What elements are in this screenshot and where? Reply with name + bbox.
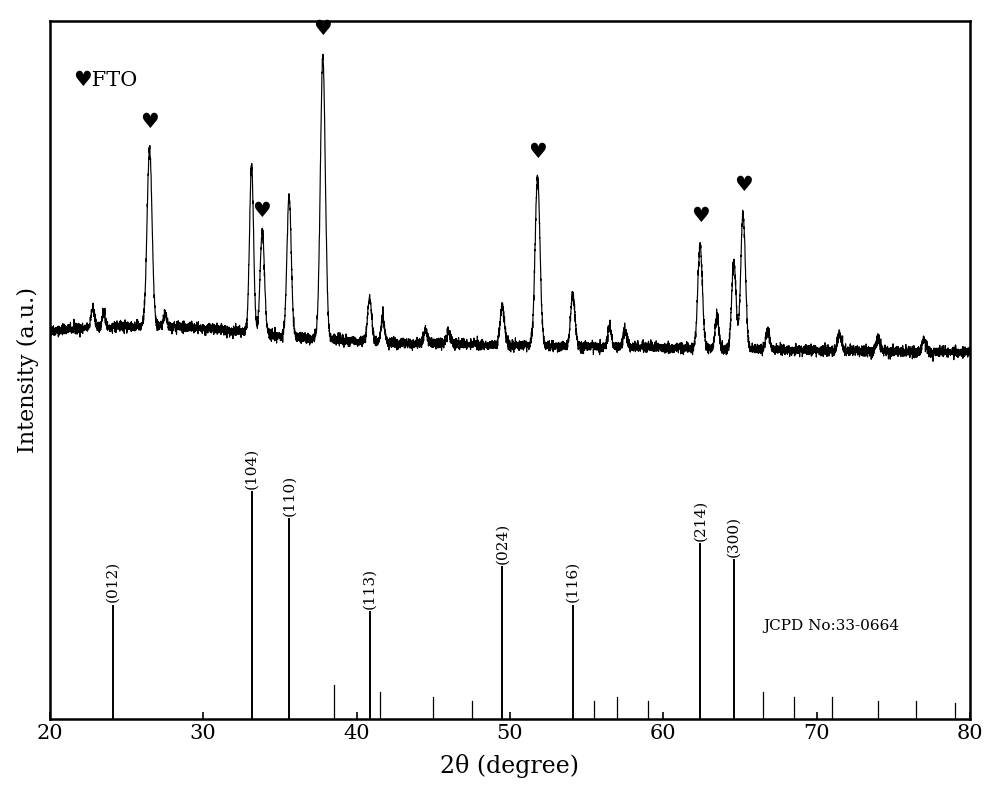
Text: (214): (214) [693,499,707,541]
Text: (104): (104) [245,448,259,489]
Text: ♥: ♥ [140,112,159,132]
Text: ♥: ♥ [691,206,709,226]
Text: (110): (110) [282,475,296,516]
Text: (300): (300) [727,516,741,556]
Text: (113): (113) [363,568,377,609]
X-axis label: 2θ (degree): 2θ (degree) [440,754,579,778]
Y-axis label: Intensity (a.u.): Intensity (a.u.) [17,287,39,453]
Text: (024): (024) [495,522,509,564]
Text: ♥: ♥ [528,142,547,162]
Text: ♥: ♥ [313,19,332,39]
Text: ♥FTO: ♥FTO [73,71,137,90]
Text: JCPD No:33-0664: JCPD No:33-0664 [763,619,899,634]
Text: (012): (012) [106,561,120,603]
Text: (116): (116) [566,561,580,603]
Text: ♥: ♥ [252,201,271,221]
Text: ♥: ♥ [734,175,752,195]
